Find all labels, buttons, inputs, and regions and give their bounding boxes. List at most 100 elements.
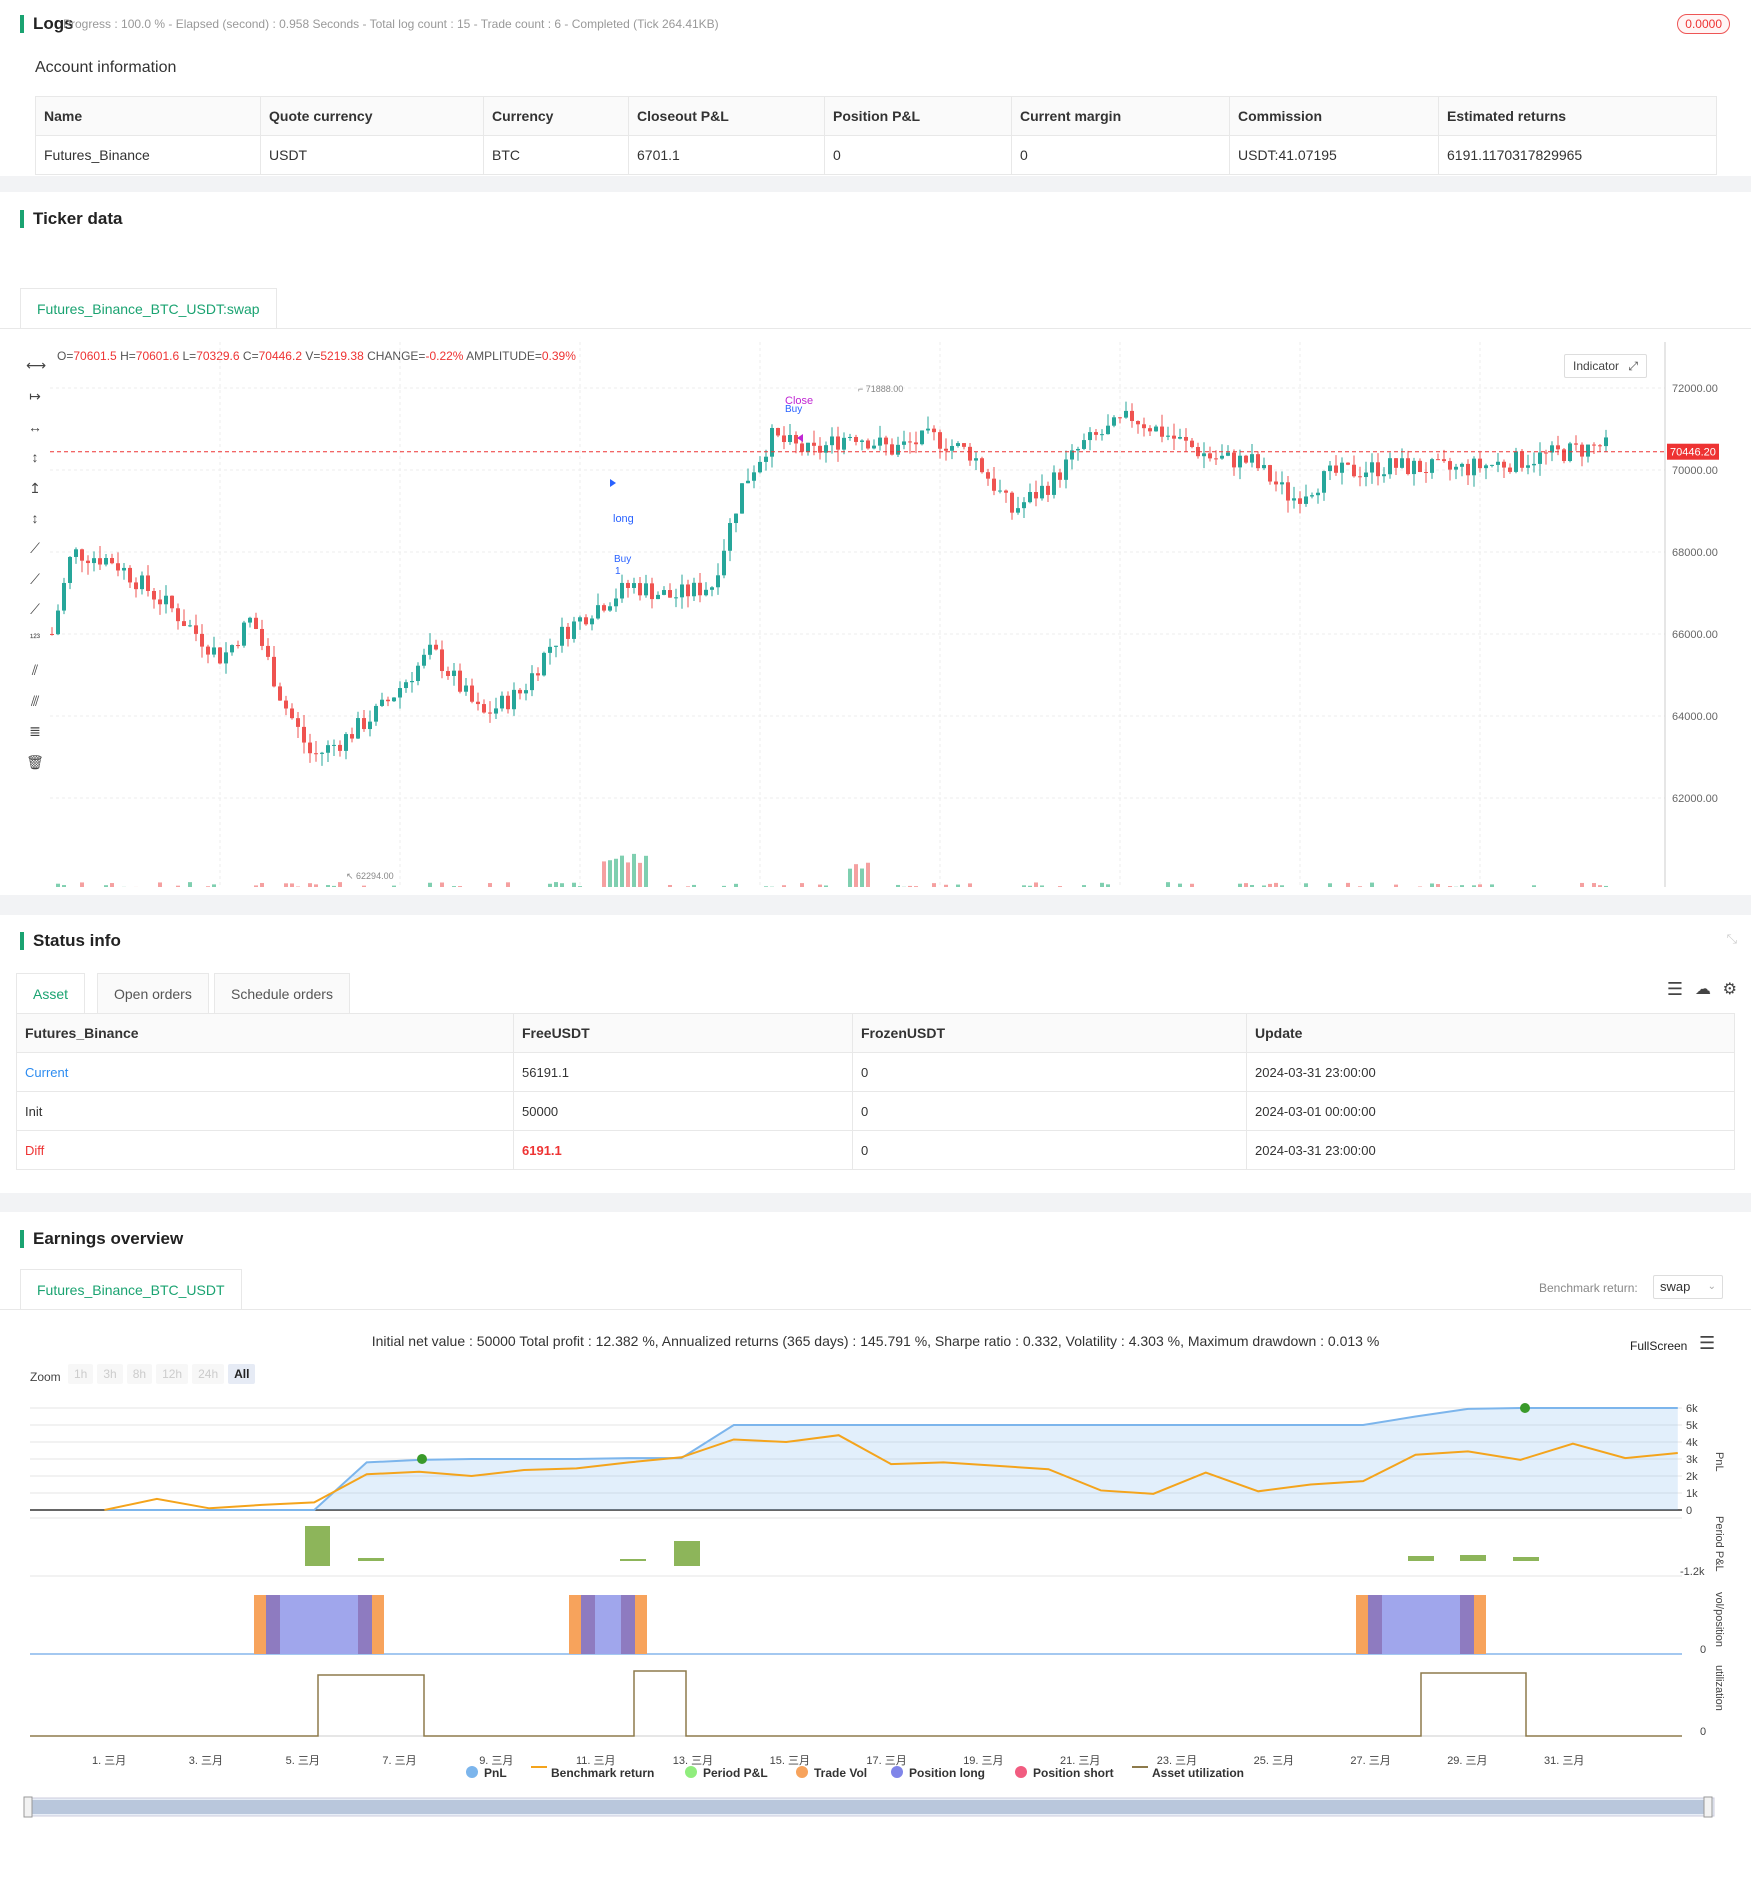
ticker-panel: Ticker data Futures_Binance_BTC_USDT:swa… (0, 192, 1751, 895)
collapse-icon[interactable]: ⤡ (1726, 931, 1737, 946)
price-label-icon[interactable]: ¹²³ (30, 633, 40, 644)
volume-bar (1262, 885, 1266, 887)
zoom-button-24h[interactable]: 24h (192, 1364, 225, 1384)
candle-body (182, 621, 186, 626)
volume-bar (956, 884, 960, 887)
candle-body (1514, 451, 1518, 472)
candle-body (1406, 458, 1410, 475)
candle-body (776, 427, 780, 436)
candle-body (968, 446, 972, 461)
candle-body (278, 686, 282, 701)
volume-bar (1532, 885, 1536, 887)
candle-body (518, 689, 522, 694)
candle-body (1562, 449, 1566, 462)
candle-body (620, 582, 624, 599)
tab-asset[interactable]: Asset (16, 973, 86, 1013)
ray-line-icon[interactable]: ⟋ (30, 571, 40, 587)
x-tick-label: 19. 三月 (963, 1755, 1003, 1767)
tab-open-orders[interactable]: Open orders (97, 973, 209, 1013)
volume-bar (860, 868, 864, 887)
candle-body (884, 437, 888, 445)
pnl-line (104, 1407, 1678, 1511)
candle-body (1472, 458, 1476, 476)
candle-body (242, 622, 246, 646)
pnl-tick-label: 3k (1686, 1454, 1698, 1466)
y-tick-label: 68000.00 (1672, 547, 1718, 559)
horizontal-line-icon[interactable]: ⟷ (26, 357, 47, 373)
list-icon[interactable]: ☰ (1666, 979, 1683, 999)
volume-bar (1028, 885, 1032, 887)
volume-bar (1304, 883, 1308, 887)
horizontal-ray-icon[interactable]: ↦ (29, 388, 41, 404)
candle-body (92, 558, 96, 564)
candle-body (1136, 421, 1140, 425)
candle-body (878, 437, 882, 446)
pnl-point (1520, 1403, 1530, 1413)
fullscreen-button[interactable]: FullScreen (1630, 1339, 1688, 1353)
volume-bar (62, 885, 66, 887)
volume-bar (866, 862, 870, 887)
tab-earnings-symbol[interactable]: Futures_Binance_BTC_USDT (20, 1269, 242, 1309)
x-tick-label: 29. 三月 (1447, 1755, 1487, 1767)
vertical-segment-icon[interactable]: ↕ (31, 510, 39, 526)
volume-bar (176, 885, 180, 887)
volume-bar (1034, 882, 1038, 887)
zoom-button-12h[interactable]: 12h (156, 1364, 189, 1384)
candle-body (638, 583, 642, 596)
tab-schedule-orders[interactable]: Schedule orders (214, 973, 350, 1013)
benchmark-select[interactable]: swap ⌄ (1653, 1275, 1723, 1299)
vertical-ray-icon[interactable]: ↥ (29, 480, 41, 496)
zoom-button-8h[interactable]: 8h (126, 1364, 153, 1384)
horizontal-lines-icon[interactable]: ≣ (29, 723, 41, 739)
cloud-download-icon[interactable]: ☁ (1695, 981, 1711, 998)
candle-body (98, 558, 102, 565)
candle-body (524, 690, 528, 694)
candle-body (1190, 440, 1194, 448)
vertical-line-icon[interactable]: ↕ (31, 449, 39, 465)
x-tick-label: 23. 三月 (1157, 1755, 1197, 1767)
account-cell: 0 (824, 135, 1012, 175)
menu-icon[interactable]: ☰ (1699, 1333, 1716, 1353)
candle-body (770, 427, 774, 457)
candle-body (614, 598, 618, 607)
account-col-header: Quote currency (260, 96, 484, 136)
candle-body (122, 567, 126, 571)
col-frozen: FrozenUSDT (852, 1013, 1247, 1053)
volume-bar (254, 885, 258, 887)
volume-bar (608, 860, 612, 887)
horizontal-segment-icon[interactable]: ↔ (28, 419, 42, 435)
candle-body (1388, 458, 1392, 475)
low-mark: ↖ 62294.00 (346, 871, 394, 881)
candle-body (1604, 437, 1608, 447)
long-marker: long (613, 513, 634, 525)
candle-body (1520, 451, 1524, 468)
candle-body (806, 442, 810, 452)
zoom-button-All[interactable]: All (228, 1364, 256, 1384)
col-exchange: Futures_Binance (16, 1013, 514, 1053)
candle-body (248, 617, 252, 623)
indicator-button[interactable]: Indicator ⤢ (1564, 354, 1647, 378)
candle-body (62, 582, 66, 611)
segment-line-icon[interactable]: ⟋ (30, 601, 40, 617)
candle-body (572, 621, 576, 639)
trend-line-icon[interactable]: ⟋ (30, 540, 40, 556)
trash-icon[interactable]: 🗑 (26, 754, 44, 770)
candle-body (1598, 445, 1602, 447)
candle-body (362, 718, 366, 730)
candle-body (128, 567, 132, 583)
candle-body (758, 461, 762, 473)
volume-bar (1598, 885, 1602, 887)
zoom-button-3h[interactable]: 3h (97, 1364, 123, 1384)
tab-ticker-symbol[interactable]: Futures_Binance_BTC_USDT:swap (20, 288, 277, 328)
ppl-tick-label: -1.2k (1680, 1566, 1705, 1578)
benchmark-label: Benchmark return: (1539, 1281, 1638, 1295)
zoom-button-1h[interactable]: 1h (68, 1364, 94, 1384)
fibonacci-icon[interactable]: ⫻ (30, 693, 40, 709)
parallel-line-icon[interactable]: ⫽ (31, 662, 39, 678)
earnings-title: Earnings overview (20, 1230, 183, 1248)
candle-body (1364, 472, 1368, 478)
volume-bar (332, 885, 336, 887)
volume-bar (260, 882, 264, 887)
gear-icon[interactable]: ⚙ (1722, 981, 1737, 998)
candle-body (332, 744, 336, 746)
